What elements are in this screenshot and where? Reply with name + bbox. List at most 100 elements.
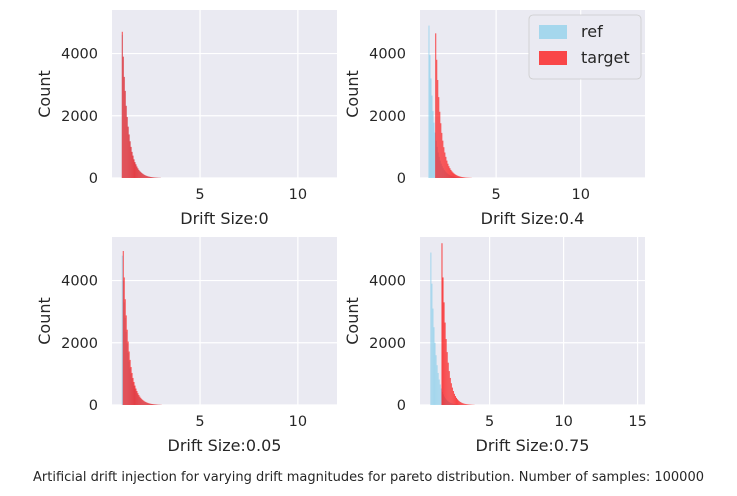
histogram-bar-target bbox=[449, 377, 451, 405]
plot-area bbox=[112, 237, 337, 405]
x-tick-label: 5 bbox=[492, 187, 501, 203]
histogram-bar-target bbox=[134, 385, 136, 405]
histogram-bar-target bbox=[127, 126, 129, 178]
histogram-bar-target bbox=[466, 404, 468, 405]
y-tick-label: 4000 bbox=[61, 47, 98, 63]
histogram-bar-ref bbox=[428, 25, 430, 178]
histogram-bar-target bbox=[130, 367, 132, 405]
histogram-bar-target bbox=[143, 400, 145, 405]
legend-label-target: target bbox=[581, 48, 630, 67]
histogram-bar-target bbox=[135, 164, 137, 178]
histogram-bar-target bbox=[435, 33, 437, 179]
histogram-bar-target bbox=[154, 404, 156, 405]
histogram-bar-target bbox=[133, 381, 135, 405]
y-tick-label: 0 bbox=[397, 398, 406, 414]
histogram-bar-target bbox=[449, 168, 451, 178]
histogram-bar-target bbox=[146, 402, 148, 405]
subplot-bottom-right: 5 10 15 0 2000 4000 Drift Size:0.75 Count bbox=[343, 237, 647, 455]
x-axis-label: Drift Size:0.4 bbox=[481, 209, 585, 228]
histogram-bar-target bbox=[450, 383, 452, 405]
histogram-bar-target bbox=[443, 302, 445, 405]
histogram-bar-target bbox=[137, 168, 139, 178]
y-axis-label: Count bbox=[343, 70, 362, 118]
histogram-bar-target bbox=[457, 399, 459, 405]
histogram-bar-target bbox=[145, 401, 147, 405]
histogram-bar-target bbox=[460, 176, 462, 178]
x-tick-label: 5 bbox=[485, 414, 494, 430]
series-target bbox=[122, 251, 162, 405]
y-axis-label: Count bbox=[35, 297, 54, 345]
histogram-bar-target bbox=[443, 147, 445, 178]
histogram-bar-ref bbox=[437, 372, 439, 405]
x-tick-label: 10 bbox=[554, 414, 572, 430]
histogram-bar-target bbox=[132, 377, 134, 405]
histogram-bar-target bbox=[128, 351, 130, 405]
histogram-bar-target bbox=[444, 322, 446, 405]
y-tick-label: 2000 bbox=[369, 109, 406, 125]
histogram-bar-target bbox=[442, 140, 444, 178]
histogram-bar-target bbox=[145, 175, 147, 178]
x-axis-label: Drift Size:0.75 bbox=[476, 436, 590, 455]
histogram-bar-ref bbox=[434, 342, 436, 405]
histogram-bar-ref bbox=[439, 384, 441, 405]
histogram-bar-target bbox=[153, 177, 155, 178]
y-tick-label: 2000 bbox=[61, 109, 98, 125]
y-tick-label: 4000 bbox=[61, 274, 98, 290]
histogram-bar-target bbox=[122, 56, 124, 178]
histogram-bar-target bbox=[461, 177, 463, 178]
histogram-bar-target bbox=[442, 277, 444, 405]
histogram-bar-ref bbox=[432, 111, 434, 178]
histogram-bar-ref bbox=[433, 122, 435, 178]
legend-swatch-target bbox=[539, 51, 567, 65]
histogram-bar-target bbox=[130, 146, 132, 178]
histogram-bar-target bbox=[126, 117, 128, 178]
histogram-bar-target bbox=[147, 402, 149, 405]
histogram-bar-target bbox=[447, 362, 449, 405]
y-tick-label: 2000 bbox=[61, 336, 98, 352]
histogram-bar-target bbox=[132, 155, 134, 178]
histogram-bar-target bbox=[140, 397, 142, 405]
histogram-bar-ref bbox=[438, 379, 440, 405]
x-axis-label: Drift Size:0.05 bbox=[168, 436, 282, 455]
histogram-bar-target bbox=[446, 352, 448, 405]
y-tick-label: 2000 bbox=[369, 336, 406, 352]
histogram-bar-target bbox=[129, 141, 131, 178]
histogram-bar-target bbox=[437, 80, 439, 178]
histogram-bar-ref bbox=[434, 132, 436, 178]
histogram-bar-target bbox=[142, 173, 144, 178]
histogram-bar-target bbox=[452, 172, 454, 178]
histogram-bar-target bbox=[136, 166, 138, 178]
histogram-bar-target bbox=[133, 159, 135, 178]
histogram-bar-target bbox=[131, 372, 133, 405]
histogram-bar-target bbox=[122, 251, 124, 405]
histogram-bar-target bbox=[139, 171, 141, 178]
histogram-bar-target bbox=[125, 315, 127, 405]
histogram-bar-target bbox=[144, 175, 146, 178]
x-tick-label: 10 bbox=[571, 187, 589, 203]
histogram-bar-target bbox=[148, 176, 150, 178]
histogram-bar-target bbox=[127, 341, 129, 405]
histogram-bar-ref bbox=[431, 95, 433, 178]
histogram-bar-target bbox=[448, 166, 450, 178]
histogram-bar-target bbox=[142, 399, 144, 405]
x-tick-label: 5 bbox=[195, 187, 204, 203]
histogram-bar-target bbox=[451, 387, 453, 405]
histogram-bar-target bbox=[151, 403, 153, 405]
histogram-bar-target bbox=[155, 404, 157, 405]
histogram-bar-target bbox=[453, 173, 455, 178]
subplot-bottom-left: 5 10 0 2000 4000 Drift Size:0.05 Count bbox=[35, 237, 337, 455]
histogram-bar-ref bbox=[429, 55, 431, 178]
histogram-bar-target bbox=[462, 177, 464, 178]
x-tick-label: 15 bbox=[628, 414, 646, 430]
histogram-bar-target bbox=[441, 243, 443, 405]
histogram-bar-target bbox=[147, 176, 149, 178]
histogram-bar-ref bbox=[431, 283, 433, 405]
series-target bbox=[121, 31, 161, 179]
histogram-bar-target bbox=[458, 176, 460, 178]
histogram-bar-target bbox=[138, 395, 140, 405]
histogram-bar-target bbox=[448, 371, 450, 405]
histogram-bar-target bbox=[141, 173, 143, 178]
histogram-bar-target bbox=[131, 151, 133, 178]
histogram-bar-target bbox=[153, 404, 155, 405]
